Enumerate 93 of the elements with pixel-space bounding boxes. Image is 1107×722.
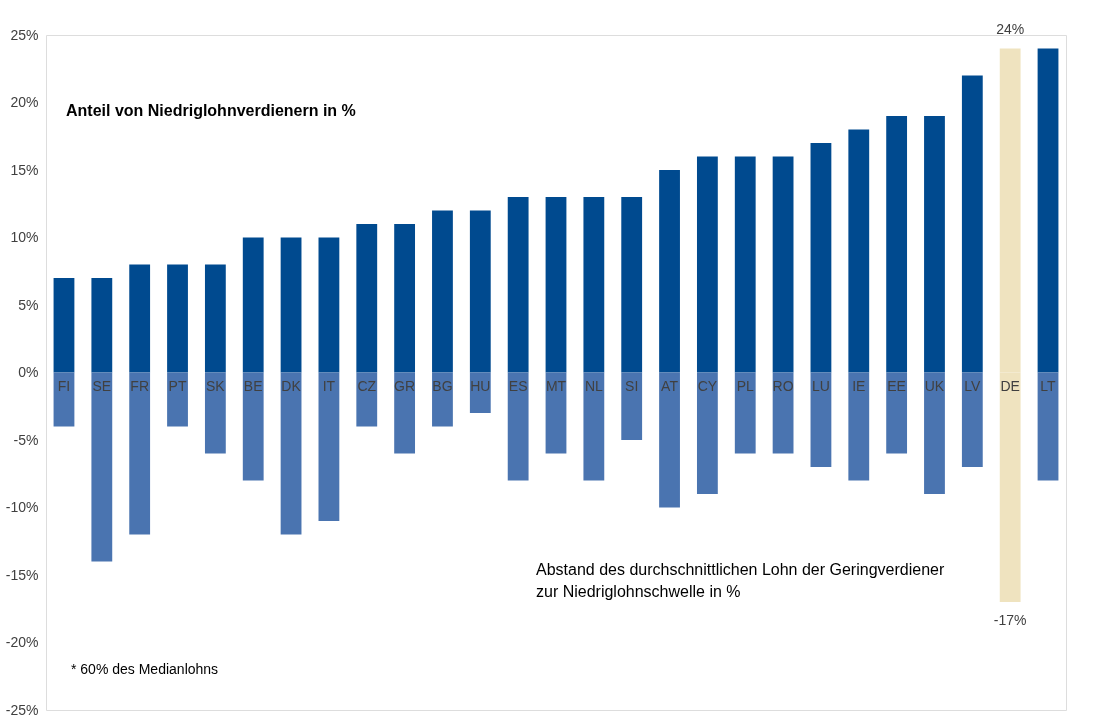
bar	[318, 237, 340, 373]
bar	[129, 372, 151, 535]
x-tick-label: CZ	[357, 377, 377, 394]
x-tick-label: IT	[322, 377, 336, 394]
bar	[167, 264, 188, 373]
bar	[545, 372, 567, 454]
bar	[621, 197, 643, 373]
x-tick-label: MT	[545, 377, 567, 394]
bar	[583, 197, 605, 373]
data-label: 24%	[996, 20, 1025, 37]
bar	[280, 237, 302, 373]
y-tick-label: -10%	[5, 499, 39, 515]
bar	[810, 143, 832, 373]
bar	[583, 372, 605, 481]
bar	[961, 372, 983, 467]
x-tick-label: LU	[811, 377, 830, 394]
bar	[848, 372, 870, 481]
bar	[924, 372, 945, 494]
x-tick-label: LT	[1040, 377, 1057, 394]
bar	[394, 224, 416, 373]
x-tick-label: SE	[92, 377, 112, 394]
bar	[621, 372, 643, 440]
bar	[91, 372, 113, 562]
x-tick-label: FI	[57, 377, 71, 394]
x-tick-label: BE	[243, 377, 263, 394]
x-tick-label: AT	[661, 377, 679, 394]
bar	[53, 278, 75, 373]
bar	[53, 372, 75, 427]
annotation: Abstand des durchschnittlichen Lohn der Geringverdiener zur Niedriglohnschwelle in %	[536, 560, 945, 600]
x-tick-label: IE	[852, 377, 866, 394]
bar	[659, 372, 680, 508]
x-tick-label: SK	[206, 377, 226, 394]
bar	[242, 372, 264, 481]
bar	[356, 224, 378, 373]
bar	[507, 197, 529, 373]
y-tick-label: -15%	[5, 566, 39, 583]
x-tick-label: NL	[584, 377, 604, 394]
x-tick-label: CY	[697, 377, 718, 394]
bar	[696, 156, 718, 373]
bar	[432, 210, 453, 373]
bar	[91, 278, 113, 373]
y-tick-label: 0%	[18, 364, 39, 380]
bar	[886, 116, 908, 373]
x-tick-label: RO	[772, 377, 794, 394]
bar	[734, 372, 756, 454]
x-tick-label: EE	[887, 377, 906, 394]
bar	[167, 372, 188, 427]
bar	[1037, 372, 1059, 481]
bar	[545, 197, 567, 373]
x-tick-label: BG	[432, 377, 453, 394]
bar	[924, 116, 945, 373]
y-tick-label: 20%	[10, 94, 39, 110]
bar	[204, 264, 226, 373]
x-tick-label: GR	[394, 377, 416, 394]
bar	[432, 372, 453, 427]
y-tick-label: -5%	[13, 431, 39, 448]
bar	[886, 372, 908, 454]
y-tick-label: 15%	[10, 161, 39, 178]
bar	[394, 372, 416, 454]
bar	[848, 129, 870, 373]
x-tick-label: PL	[736, 377, 755, 394]
bar	[318, 372, 340, 521]
x-tick-label: UK	[924, 377, 945, 394]
x-tick-label: SI	[625, 377, 639, 394]
bar	[810, 372, 832, 467]
bar	[772, 156, 794, 373]
bar	[961, 75, 983, 373]
y-tick-label: 5%	[18, 296, 39, 313]
bar	[659, 170, 680, 373]
bar	[469, 210, 491, 373]
y-tick-label: -20%	[5, 634, 39, 650]
y-tick-label: -25%	[5, 701, 39, 718]
x-tick-label: DK	[281, 377, 302, 394]
annotation: Anteil von Niedriglohnverdienern in %	[66, 101, 356, 119]
bar	[507, 372, 529, 481]
x-tick-label: ES	[508, 377, 528, 394]
bar	[204, 372, 226, 454]
data-label: -17%	[993, 612, 1027, 628]
x-tick-label: LV	[964, 377, 982, 394]
bar	[1037, 48, 1059, 373]
bar	[696, 372, 718, 494]
x-tick-label: FR	[130, 377, 150, 394]
y-tick-label: 25%	[10, 26, 39, 43]
x-tick-label: HU	[470, 377, 491, 394]
bar	[280, 372, 302, 535]
x-tick-label: DE	[1000, 377, 1020, 394]
annotation: * 60% des Medianlohns	[71, 660, 219, 677]
bar	[129, 264, 151, 373]
y-tick-label: 10%	[10, 229, 39, 245]
bar	[242, 237, 264, 373]
bar	[356, 372, 378, 427]
x-tick-label: PT	[168, 377, 187, 394]
bar	[734, 156, 756, 373]
